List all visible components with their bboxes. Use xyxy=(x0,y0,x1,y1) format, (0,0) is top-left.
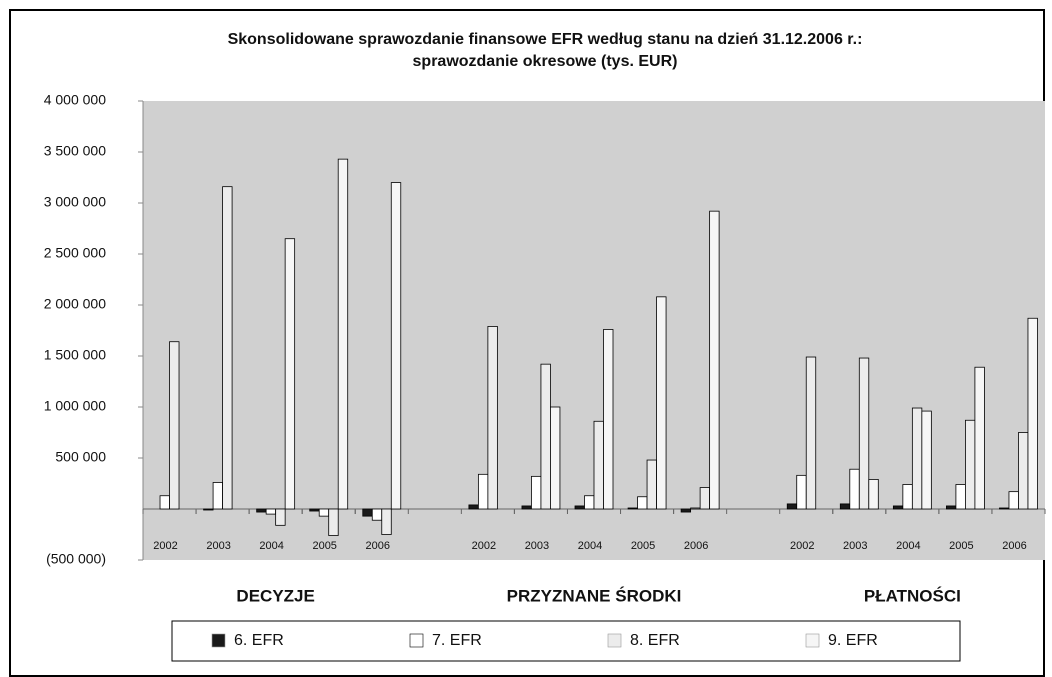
bar xyxy=(309,508,320,512)
bar xyxy=(584,495,595,510)
bar xyxy=(1018,432,1029,510)
bar xyxy=(627,507,638,510)
bar xyxy=(796,474,807,510)
bar xyxy=(222,186,233,510)
bar xyxy=(275,508,286,526)
x-tick-label: 2002 xyxy=(790,540,814,552)
bar xyxy=(203,508,214,511)
group-label: PRZYZNANE ŚRODKI xyxy=(507,586,682,605)
x-tick-label: 2003 xyxy=(525,540,549,552)
legend-label: 8. EFR xyxy=(630,632,680,649)
bar xyxy=(656,296,667,510)
legend-box xyxy=(171,620,961,662)
x-tick-label: 2004 xyxy=(896,540,920,552)
x-tick-label: 2004 xyxy=(259,540,283,552)
bar xyxy=(680,508,692,513)
bar xyxy=(390,182,402,510)
y-tick-label: 1 000 000 xyxy=(44,398,106,414)
bar xyxy=(468,504,479,510)
x-tick-label: 2005 xyxy=(631,540,655,552)
chart-subtitle: sprawozdanie okresowe (tys. EUR) xyxy=(413,53,678,70)
bar xyxy=(487,326,498,510)
legend-swatch xyxy=(805,633,820,648)
y-tick-label: 500 000 xyxy=(55,449,106,465)
chart-title: Skonsolidowane sprawozdanie finansowe EF… xyxy=(228,31,863,48)
bar xyxy=(371,508,383,521)
bar xyxy=(637,496,648,510)
y-tick-label: 4 000 000 xyxy=(44,92,106,108)
x-tick-label: 2003 xyxy=(206,540,230,552)
y-tick-label: 2 500 000 xyxy=(44,245,106,261)
bar xyxy=(256,508,267,513)
bar xyxy=(955,484,966,510)
x-tick-label: 2006 xyxy=(1002,540,1026,552)
bar xyxy=(477,473,489,510)
y-tick-label: 2 000 000 xyxy=(44,296,106,312)
legend-swatch xyxy=(607,633,622,648)
bar xyxy=(892,505,904,510)
bar xyxy=(574,505,585,510)
bar xyxy=(318,508,330,517)
bar xyxy=(786,503,798,510)
bar xyxy=(603,329,614,510)
legend-swatch xyxy=(409,633,424,648)
bar xyxy=(1027,317,1038,510)
x-tick-label: 2005 xyxy=(949,540,973,552)
bar xyxy=(159,495,170,510)
bar xyxy=(921,410,932,510)
bar xyxy=(337,158,349,510)
bar xyxy=(212,482,223,510)
bar xyxy=(169,341,180,510)
bar xyxy=(805,356,817,510)
group-label: PŁATNOŚCI xyxy=(864,586,961,605)
y-tick-label: 1 500 000 xyxy=(44,347,106,363)
bar xyxy=(521,505,532,510)
bar xyxy=(999,507,1010,510)
bar xyxy=(1008,491,1019,510)
bar xyxy=(709,210,720,510)
bar xyxy=(839,503,851,510)
bar xyxy=(362,508,373,517)
bar xyxy=(849,468,860,510)
y-tick-label: 3 000 000 xyxy=(44,194,106,210)
bar xyxy=(946,505,957,510)
bar xyxy=(699,487,711,510)
x-tick-label: 2002 xyxy=(153,540,177,552)
bar xyxy=(868,479,879,510)
x-tick-label: 2005 xyxy=(312,540,336,552)
bar xyxy=(858,357,870,510)
y-tick-label: 3 500 000 xyxy=(44,143,106,159)
bar xyxy=(381,508,392,535)
bar xyxy=(284,238,296,510)
legend-swatch xyxy=(211,633,226,648)
bar xyxy=(911,407,923,510)
bar xyxy=(265,508,277,515)
x-tick-label: 2006 xyxy=(684,540,708,552)
bar xyxy=(974,366,985,510)
legend-label: 7. EFR xyxy=(432,632,482,649)
legend-label: 9. EFR xyxy=(828,632,878,649)
bar xyxy=(593,420,604,510)
group-label: DECYZJE xyxy=(236,586,314,605)
x-tick-label: 2006 xyxy=(366,540,390,552)
bar xyxy=(550,406,561,510)
x-tick-label: 2002 xyxy=(472,540,496,552)
bar xyxy=(690,507,701,510)
legend-label: 6. EFR xyxy=(234,632,284,649)
bar xyxy=(328,508,339,536)
x-tick-label: 2004 xyxy=(578,540,602,552)
y-tick-label: (500 000) xyxy=(46,551,106,567)
bar xyxy=(531,475,542,510)
bar xyxy=(965,419,976,510)
x-tick-label: 2003 xyxy=(843,540,867,552)
bar xyxy=(902,484,913,510)
bar xyxy=(646,459,657,510)
bar xyxy=(540,363,551,510)
